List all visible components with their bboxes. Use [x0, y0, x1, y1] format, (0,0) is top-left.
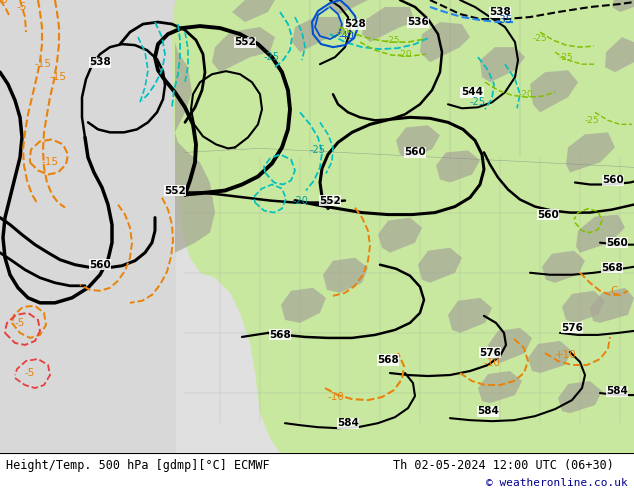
Polygon shape [378, 218, 422, 253]
Polygon shape [580, 0, 634, 37]
Polygon shape [420, 22, 470, 62]
Text: -30: -30 [335, 27, 349, 37]
Polygon shape [212, 27, 275, 72]
Text: Th 02-05-2024 12:00 UTC (06+30): Th 02-05-2024 12:00 UTC (06+30) [393, 459, 614, 471]
Text: 536: 536 [407, 17, 429, 27]
Text: -25: -25 [264, 52, 280, 62]
Text: -25: -25 [533, 34, 547, 43]
Text: 538: 538 [89, 57, 111, 67]
Text: © weatheronline.co.uk: © weatheronline.co.uk [486, 478, 628, 489]
Polygon shape [275, 363, 410, 453]
Polygon shape [478, 371, 522, 403]
Text: 568: 568 [377, 355, 399, 365]
Text: +10: +10 [555, 350, 577, 360]
Text: 560: 560 [404, 147, 426, 157]
Text: -10: -10 [484, 358, 500, 368]
Text: -10: -10 [328, 392, 344, 402]
Text: -40: -40 [338, 31, 354, 41]
Text: 576: 576 [479, 348, 501, 358]
Polygon shape [323, 258, 368, 293]
Text: 560: 560 [606, 238, 628, 247]
Text: 584: 584 [477, 406, 499, 416]
Text: -5: -5 [15, 318, 25, 328]
Text: -25: -25 [310, 146, 326, 155]
Polygon shape [418, 247, 462, 283]
Text: -20: -20 [519, 90, 533, 99]
Text: 568: 568 [601, 263, 623, 273]
Polygon shape [480, 47, 525, 82]
Polygon shape [172, 0, 634, 453]
Text: 560: 560 [89, 260, 111, 270]
Polygon shape [562, 291, 605, 323]
Polygon shape [488, 328, 532, 363]
Polygon shape [175, 132, 215, 253]
Text: 552: 552 [234, 37, 256, 47]
Text: C: C [611, 286, 618, 296]
Polygon shape [448, 298, 492, 333]
Text: -20: -20 [398, 49, 412, 59]
Polygon shape [558, 381, 602, 413]
Text: 544: 544 [461, 87, 483, 97]
Text: -15: -15 [49, 72, 67, 82]
Bar [0, 0, 175, 453]
Text: 568: 568 [269, 330, 291, 340]
Text: -25: -25 [559, 52, 573, 62]
Polygon shape [396, 125, 440, 157]
Text: 552: 552 [164, 186, 186, 196]
Text: -25: -25 [470, 98, 486, 107]
Polygon shape [475, 0, 570, 62]
Polygon shape [281, 288, 326, 323]
Text: 528: 528 [344, 19, 366, 29]
Text: -15: -15 [34, 59, 51, 69]
Polygon shape [528, 341, 572, 373]
Text: -15: -15 [41, 157, 58, 168]
Polygon shape [292, 17, 345, 52]
Text: -25: -25 [385, 36, 400, 45]
Text: 538: 538 [489, 7, 511, 17]
Polygon shape [605, 37, 634, 72]
Text: 584: 584 [337, 418, 359, 428]
Text: 552: 552 [319, 196, 341, 205]
Text: -25: -25 [585, 116, 599, 125]
Polygon shape [590, 288, 634, 323]
Text: -35: -35 [496, 15, 512, 25]
Text: -5: -5 [17, 2, 27, 12]
Polygon shape [612, 0, 634, 12]
Polygon shape [542, 251, 585, 283]
Polygon shape [436, 150, 480, 182]
Text: 560: 560 [537, 210, 559, 220]
Polygon shape [328, 0, 368, 14]
Text: -20: -20 [292, 196, 308, 205]
Polygon shape [175, 42, 192, 132]
Polygon shape [576, 215, 625, 253]
Text: Height/Temp. 500 hPa [gdmp][°C] ECMWF: Height/Temp. 500 hPa [gdmp][°C] ECMWF [6, 459, 270, 471]
Polygon shape [566, 132, 615, 172]
Polygon shape [232, 0, 275, 22]
Polygon shape [362, 7, 415, 42]
Text: -10: -10 [0, 0, 8, 5]
Text: 576: 576 [561, 323, 583, 333]
Text: 560: 560 [602, 175, 624, 186]
Polygon shape [530, 70, 578, 112]
Text: -5: -5 [25, 368, 36, 378]
Text: 584: 584 [606, 386, 628, 396]
